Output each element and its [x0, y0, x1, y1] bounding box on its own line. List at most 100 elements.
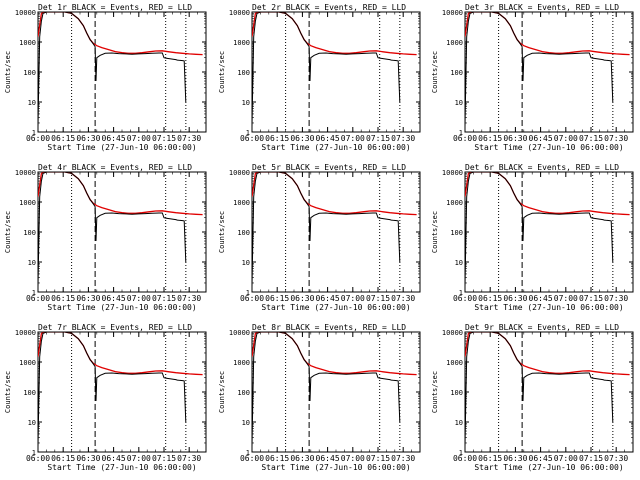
- detector-panel-1: Det 1r BLACK = Events, RED = LLD 1 10 100 10…: [4, 3, 207, 152]
- x-tick-label: 06:45: [316, 134, 340, 143]
- y-tick-label: 1: [246, 289, 250, 297]
- y-tick-label: 10: [455, 419, 463, 427]
- detector-panel-9: Det 9r BLACK = Events, RED = LLD 1 10 100 10…: [431, 323, 634, 472]
- plot-frame: [251, 331, 421, 453]
- x-tick-label: 06:30: [76, 134, 100, 143]
- x-tick-label: 07:30: [177, 134, 201, 143]
- plot-frame: [464, 11, 634, 133]
- y-tick-label: 1: [459, 129, 463, 137]
- lld-series-line: [252, 12, 417, 56]
- panel-title: Det 5r BLACK = Events, RED = LLD: [252, 163, 406, 172]
- y-axis-label: Counts/sec: [4, 51, 12, 93]
- x-tick-label: 07:15: [152, 134, 176, 143]
- detector-panel-2: Det 2r BLACK = Events, RED = LLD 1 10 100 10…: [218, 3, 421, 152]
- y-tick-label: 10000: [229, 169, 250, 177]
- y-tick-label: 10: [455, 99, 463, 107]
- lld-series-line: [38, 332, 203, 376]
- y-tick-label: 10: [242, 259, 250, 267]
- x-tick-label: 06:00: [26, 294, 50, 303]
- x-tick-label: 06:45: [529, 134, 553, 143]
- y-axis-label: Counts/sec: [218, 51, 226, 93]
- plot-frame: [37, 171, 207, 293]
- x-tick-label: 06:30: [76, 454, 100, 463]
- y-tick-label: 10000: [15, 9, 36, 17]
- x-tick-label: 06:00: [240, 134, 264, 143]
- x-axis-label: Start Time (27-Jun-10 06:00:00): [261, 303, 410, 312]
- events-series-line: [465, 172, 614, 287]
- y-tick-label: 10000: [229, 329, 250, 337]
- events-series-line: [465, 332, 614, 447]
- x-tick-label: 06:15: [51, 134, 75, 143]
- panel-title: Det 6r BLACK = Events, RED = LLD: [465, 163, 619, 172]
- lld-series-line: [465, 12, 630, 56]
- panel-title: Det 8r BLACK = Events, RED = LLD: [252, 323, 406, 332]
- x-tick-label: 06:15: [51, 294, 75, 303]
- y-tick-label: 1: [246, 129, 250, 137]
- y-axis-label: Counts/sec: [4, 211, 12, 253]
- x-tick-label: 06:30: [76, 294, 100, 303]
- x-tick-label: 07:30: [391, 134, 415, 143]
- y-axis-label: Counts/sec: [431, 51, 439, 93]
- y-tick-label: 100: [237, 229, 250, 237]
- x-tick-label: 06:00: [240, 294, 264, 303]
- y-tick-label: 100: [23, 69, 36, 77]
- y-axis-label: Counts/sec: [4, 371, 12, 413]
- plot-frame: [464, 171, 634, 293]
- panel-title: Det 9r BLACK = Events, RED = LLD: [465, 323, 619, 332]
- x-tick-label: 07:15: [579, 454, 603, 463]
- events-series-line: [38, 12, 187, 127]
- x-tick-label: 07:00: [341, 454, 365, 463]
- x-axis-label: Start Time (27-Jun-10 06:00:00): [47, 303, 196, 312]
- lld-series-line: [38, 12, 203, 56]
- y-tick-label: 100: [237, 389, 250, 397]
- y-tick-label: 1000: [446, 199, 463, 207]
- y-tick-label: 1000: [19, 359, 36, 367]
- x-tick-label: 07:00: [554, 294, 578, 303]
- y-tick-label: 10: [455, 259, 463, 267]
- y-tick-label: 10000: [442, 169, 463, 177]
- x-axis-label: Start Time (27-Jun-10 06:00:00): [47, 143, 196, 152]
- x-tick-label: 07:00: [127, 134, 151, 143]
- detector-panel-5: Det 5r BLACK = Events, RED = LLD 1 10 100 10…: [218, 163, 421, 312]
- x-tick-label: 06:00: [240, 454, 264, 463]
- x-axis-label: Start Time (27-Jun-10 06:00:00): [261, 143, 410, 152]
- lld-series-line: [252, 332, 417, 376]
- x-tick-label: 06:15: [51, 454, 75, 463]
- y-tick-label: 10000: [15, 329, 36, 337]
- x-tick-label: 07:00: [554, 454, 578, 463]
- y-tick-label: 100: [23, 389, 36, 397]
- detector-panel-8: Det 8r BLACK = Events, RED = LLD 1 10 100 10…: [218, 323, 421, 472]
- x-tick-label: 07:00: [127, 454, 151, 463]
- y-tick-label: 1: [246, 449, 250, 457]
- x-tick-label: 07:00: [341, 134, 365, 143]
- y-tick-label: 10: [242, 419, 250, 427]
- x-tick-label: 06:15: [265, 294, 289, 303]
- x-tick-label: 07:15: [152, 294, 176, 303]
- y-tick-label: 1: [32, 449, 36, 457]
- x-tick-label: 06:45: [529, 294, 553, 303]
- panel-title: Det 1r BLACK = Events, RED = LLD: [38, 3, 192, 12]
- plot-frame: [251, 11, 421, 133]
- detector-panel-3: Det 3r BLACK = Events, RED = LLD 1 10 100 10…: [431, 3, 634, 152]
- lld-series-line: [252, 172, 417, 216]
- y-tick-label: 10: [242, 99, 250, 107]
- x-tick-label: 06:45: [529, 454, 553, 463]
- x-tick-label: 07:30: [177, 294, 201, 303]
- x-tick-label: 06:00: [453, 454, 477, 463]
- x-tick-label: 07:00: [127, 294, 151, 303]
- x-tick-label: 06:00: [26, 134, 50, 143]
- events-series-line: [38, 172, 187, 287]
- y-axis-label: Counts/sec: [431, 371, 439, 413]
- x-tick-label: 07:30: [604, 294, 628, 303]
- x-tick-label: 06:15: [478, 294, 502, 303]
- x-tick-label: 06:00: [453, 134, 477, 143]
- detector-panel-6: Det 6r BLACK = Events, RED = LLD 1 10 100 10…: [431, 163, 634, 312]
- lld-series-line: [465, 172, 630, 216]
- x-tick-label: 06:45: [102, 454, 126, 463]
- events-series-line: [465, 12, 614, 127]
- panel-title: Det 2r BLACK = Events, RED = LLD: [252, 3, 406, 12]
- plot-frame: [251, 171, 421, 293]
- x-tick-label: 07:30: [391, 294, 415, 303]
- x-axis-label: Start Time (27-Jun-10 06:00:00): [474, 143, 623, 152]
- y-tick-label: 1000: [446, 359, 463, 367]
